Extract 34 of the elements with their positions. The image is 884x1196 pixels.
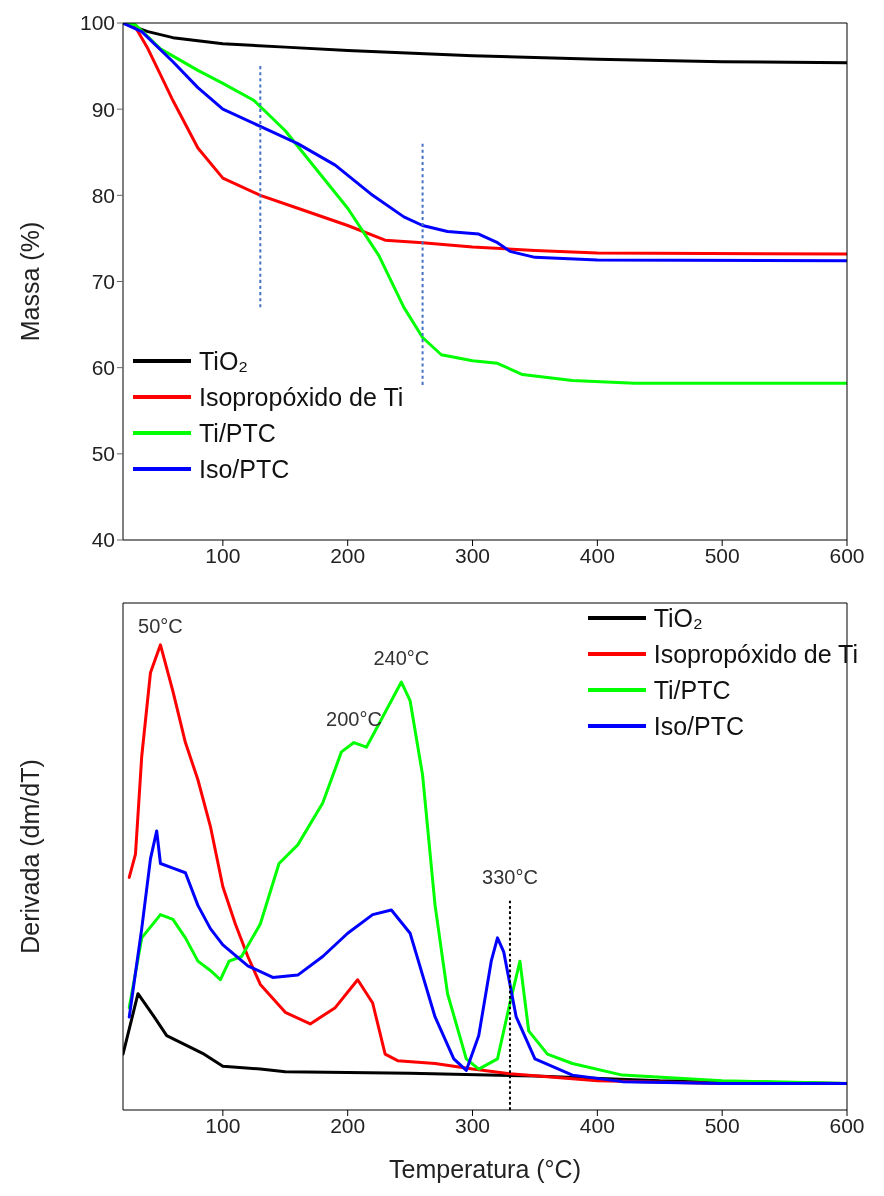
y-axis-title: Massa (%) xyxy=(15,221,44,342)
y-tick-label: 90 xyxy=(91,97,115,121)
y-tick-label: 80 xyxy=(91,183,115,207)
annotation: 50°C xyxy=(138,614,183,637)
legend-label: Iso/PTC xyxy=(653,711,744,741)
legend-label: Ti/PTC xyxy=(199,418,276,448)
x-tick-label: 300 xyxy=(454,543,491,567)
y-tick-label: 70 xyxy=(91,269,115,293)
x-tick-label: 200 xyxy=(330,1113,366,1137)
y-axis-title: Derivada (dm/dT) xyxy=(15,759,44,954)
x-tick-label: 100 xyxy=(205,543,241,567)
x-tick-label: 500 xyxy=(704,543,740,567)
legend-label: Isopropóxido de Ti xyxy=(199,382,404,412)
legend-label: Isopropóxido de Ti xyxy=(653,639,858,669)
x-tick-label: 600 xyxy=(829,1113,865,1137)
annotation: 330°C xyxy=(482,866,538,889)
legend-label: Ti/PTC xyxy=(653,675,731,705)
x-tick-label: 100 xyxy=(205,1113,241,1137)
annotation: 200°C xyxy=(326,707,382,730)
x-tick-label: 500 xyxy=(704,1113,740,1137)
y-tick-label: 100 xyxy=(79,11,115,35)
legend-label: TiO₂ xyxy=(199,346,249,376)
x-tick-label: 600 xyxy=(829,543,865,567)
y-tick-label: 40 xyxy=(91,528,115,552)
legend-label: Iso/PTC xyxy=(199,454,290,484)
annotation: 240°C xyxy=(373,647,430,670)
x-tick-label: 300 xyxy=(454,1113,491,1137)
x-axis-title: Temperatura (°C) xyxy=(389,1155,581,1183)
y-tick-label: 50 xyxy=(91,442,115,466)
x-tick-label: 400 xyxy=(579,1113,615,1137)
x-tick-label: 200 xyxy=(330,543,366,567)
legend-label: TiO₂ xyxy=(653,603,703,633)
x-tick-label: 400 xyxy=(579,543,615,567)
y-tick-label: 60 xyxy=(91,356,115,380)
